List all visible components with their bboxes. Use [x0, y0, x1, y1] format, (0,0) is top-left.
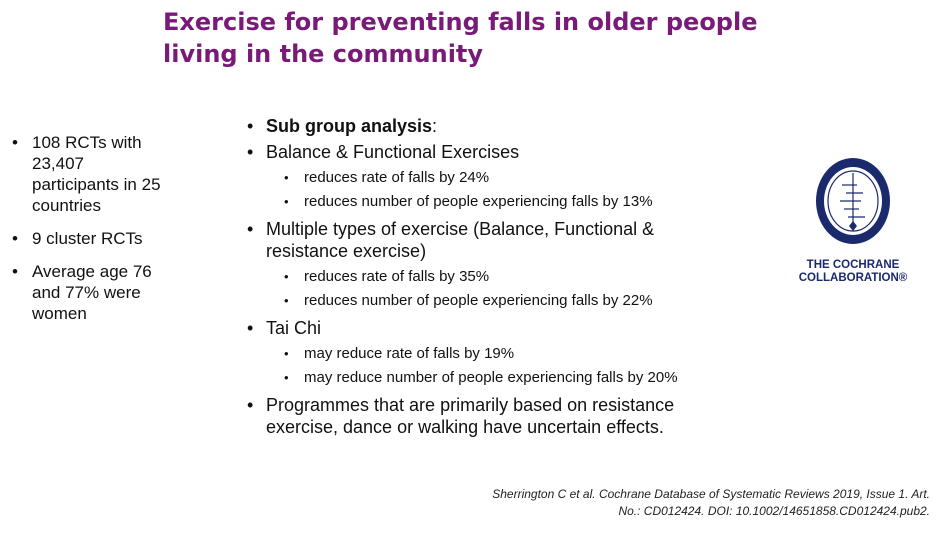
subgroup-item-balance: • Balance & Functional Exercises • reduce… [245, 141, 765, 214]
summary-item: • 108 RCTs with 23,407 participants in 2… [12, 133, 161, 215]
bullet: • [247, 116, 254, 136]
bullet: • [247, 142, 254, 162]
finding-item: • may reduce number of people experiencin… [284, 369, 678, 386]
finding-list: • may reduce rate of falls by 19% • may re… [266, 342, 765, 390]
finding-item: • reduces rate of falls by 35% [284, 268, 490, 285]
finding-list: • reduces rate of falls by 24% • reduces n… [266, 166, 765, 214]
finding-item: • may reduce rate of falls by 19% [284, 345, 515, 362]
finding-list: • reduces rate of falls by 35% • reduces n… [266, 265, 765, 313]
title-line: Exercise for preventing falls in older p… [163, 8, 758, 36]
subgroup-item-taichi: • Tai Chi • may reduce rate of falls by 1… [245, 317, 765, 390]
citation: Sherrington C et al. Cochrane Database o… [492, 487, 930, 518]
bullet: • [12, 262, 18, 281]
cochrane-logo-icon [816, 158, 890, 244]
summary-item: • Average age 76 and 77% were women [12, 262, 152, 323]
summary-item: • 9 cluster RCTs [12, 229, 143, 248]
cochrane-logo: THE COCHRANE COLLABORATION® [788, 150, 918, 290]
finding-item: • reduces number of people experiencing f… [284, 193, 653, 210]
summary-list: • 108 RCTs with 23,407 participants in 2… [8, 132, 183, 336]
subgroup-heading: • Sub group analysis: [247, 116, 438, 136]
subgroup-list: • Sub group analysis: • Balance & Functi… [245, 111, 765, 438]
bullet: • [247, 219, 254, 239]
bullet: • [12, 133, 18, 152]
bullet: • [247, 318, 254, 338]
finding-item: • reduces rate of falls by 24% [284, 169, 490, 186]
logo-wordmark: THE COCHRANE COLLABORATION® [798, 259, 908, 284]
bullet: • [12, 229, 18, 248]
bullet: • [247, 395, 254, 415]
subgroup-item-multiple: • Multiple types of exercise (Balance, F… [245, 218, 765, 313]
finding-item: • reduces number of people experiencing f… [284, 292, 653, 309]
slide-title: Exercise for preventing falls in older p… [163, 6, 923, 70]
subgroup-item-programmes: • Programmes that are primarily based on… [247, 395, 675, 437]
title-line: living in the community [163, 40, 484, 68]
